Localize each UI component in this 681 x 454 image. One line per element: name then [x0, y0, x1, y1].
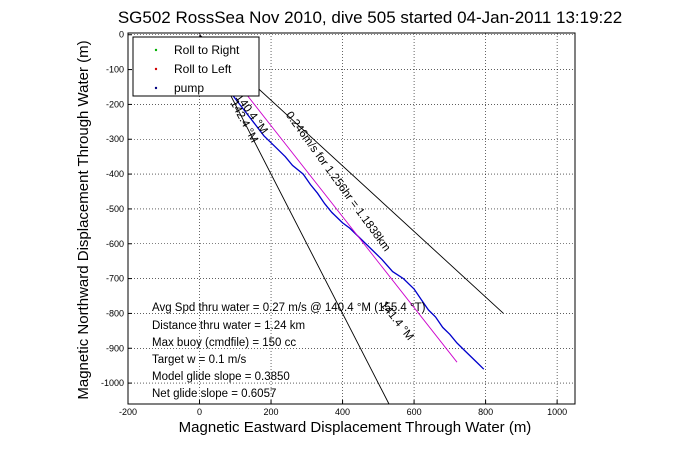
y-axis-ticks: 0 -100 -200 -300 -400 -500 -600 -700 -800 -900 -10… — [101, 30, 132, 388]
x-tick-label: 600 — [407, 407, 422, 417]
legend-marker-pump — [154, 86, 158, 90]
x-tick-label: 200 — [264, 407, 279, 417]
info-net-glide-slope: Net glide slope = 0.6057 — [152, 388, 276, 400]
y-axis-label: Magnetic Northward Displacement Through … — [75, 40, 92, 399]
legend-box — [132, 36, 260, 97]
grid — [127, 33, 575, 404]
y-tick-label: -700 — [106, 274, 124, 284]
y-tick-label: -200 — [106, 99, 124, 109]
x-tick-label: 0 — [197, 407, 202, 417]
y-tick-label: -1000 — [101, 378, 124, 388]
legend-label-roll-left: Roll to Left — [174, 62, 232, 76]
y-tick-label: -500 — [106, 204, 124, 214]
legend-marker-roll-right — [154, 48, 158, 52]
legend-marker-roll-left — [154, 67, 158, 71]
info-max-buoy: Max buoy (cmdfile) = 150 cc — [152, 337, 296, 349]
x-axis-ticks: -200 0 200 400 600 800 1000 — [119, 400, 567, 417]
y-tick-label: -800 — [106, 308, 124, 318]
y-tick-label: -400 — [106, 169, 124, 179]
info-distance: Distance thru water = 1.24 km — [152, 320, 305, 332]
series-line-0-track — [198, 37, 485, 370]
y-tick-label: -300 — [106, 134, 124, 144]
y-tick-label: 0 — [119, 30, 124, 40]
y-tick-label: -100 — [106, 65, 124, 75]
info-block: Avg Spd thru water = 0.27 m/s @ 140.4 °M… — [152, 302, 426, 400]
info-target-w: Target w = 0.1 m/s — [152, 354, 247, 366]
x-tick-label: 800 — [478, 407, 493, 417]
x-tick-label: -200 — [119, 407, 137, 417]
x-axis-label: Magnetic Eastward Displacement Through W… — [179, 419, 532, 436]
legend-label-pump: pump — [174, 81, 204, 95]
y-tick-label: -600 — [106, 239, 124, 249]
y-tick-label: -900 — [106, 343, 124, 353]
legend: Roll to Right Roll to Left pump — [132, 36, 260, 97]
x-tick-label: 400 — [335, 407, 350, 417]
plot-area: -200 0 200 400 600 800 1000 0 -100 -200 -300 -400 -… — [101, 30, 576, 417]
info-model-glide-slope: Model glide slope = 0.3850 — [152, 371, 290, 383]
chart-title: SG502 RossSea Nov 2010, dive 505 started… — [118, 8, 622, 27]
info-avg-speed: Avg Spd thru water = 0.27 m/s @ 140.4 °M… — [152, 302, 426, 314]
legend-label-roll-right: Roll to Right — [174, 43, 240, 57]
x-tick-label: 1000 — [547, 407, 567, 417]
